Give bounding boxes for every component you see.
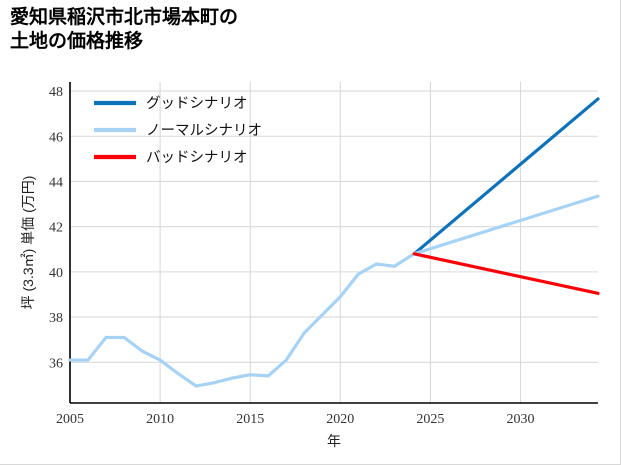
y-tick-label: 38 bbox=[49, 311, 63, 326]
y-axis-title: 坪 (3.3㎡) 単価 (万円) bbox=[20, 176, 36, 310]
x-axis-title: 年 bbox=[327, 433, 341, 449]
y-tick-label: 46 bbox=[49, 130, 63, 145]
legend-label-0: グッドシナリオ bbox=[146, 95, 248, 112]
x-tick-labels: 2005 2010 2015 2020 2025 2030 bbox=[56, 412, 535, 427]
axis-titles: 年 坪 (3.3㎡) 単価 (万円) bbox=[20, 176, 341, 449]
y-tick-label: 48 bbox=[49, 85, 63, 100]
series-line-bad bbox=[412, 252, 600, 295]
x-tick-label: 2010 bbox=[146, 412, 174, 427]
legend-label-1: ノーマルシナリオ bbox=[146, 123, 262, 139]
x-tick-label: 2025 bbox=[416, 412, 444, 427]
data-series bbox=[68, 97, 600, 388]
y-tick-labels: 36 38 40 42 44 46 48 bbox=[49, 85, 63, 371]
series-line-normal bbox=[68, 194, 600, 388]
x-tick-label: 2015 bbox=[236, 412, 264, 427]
x-tick-label: 2020 bbox=[326, 412, 354, 427]
legend-label-2: バッドシナリオ bbox=[146, 150, 248, 166]
y-tick-label: 44 bbox=[49, 175, 63, 190]
y-tick-label: 40 bbox=[49, 266, 63, 281]
x-tick-label: 2005 bbox=[56, 412, 84, 427]
page-title: 愛知県稲沢市北市場本町の 土地の価格推移 bbox=[10, 7, 239, 53]
x-tick-label: 2030 bbox=[507, 412, 535, 427]
y-tick-label: 42 bbox=[49, 221, 63, 236]
series-line-good bbox=[412, 97, 600, 256]
axes bbox=[69, 82, 598, 404]
y-tick-label: 36 bbox=[49, 356, 63, 371]
